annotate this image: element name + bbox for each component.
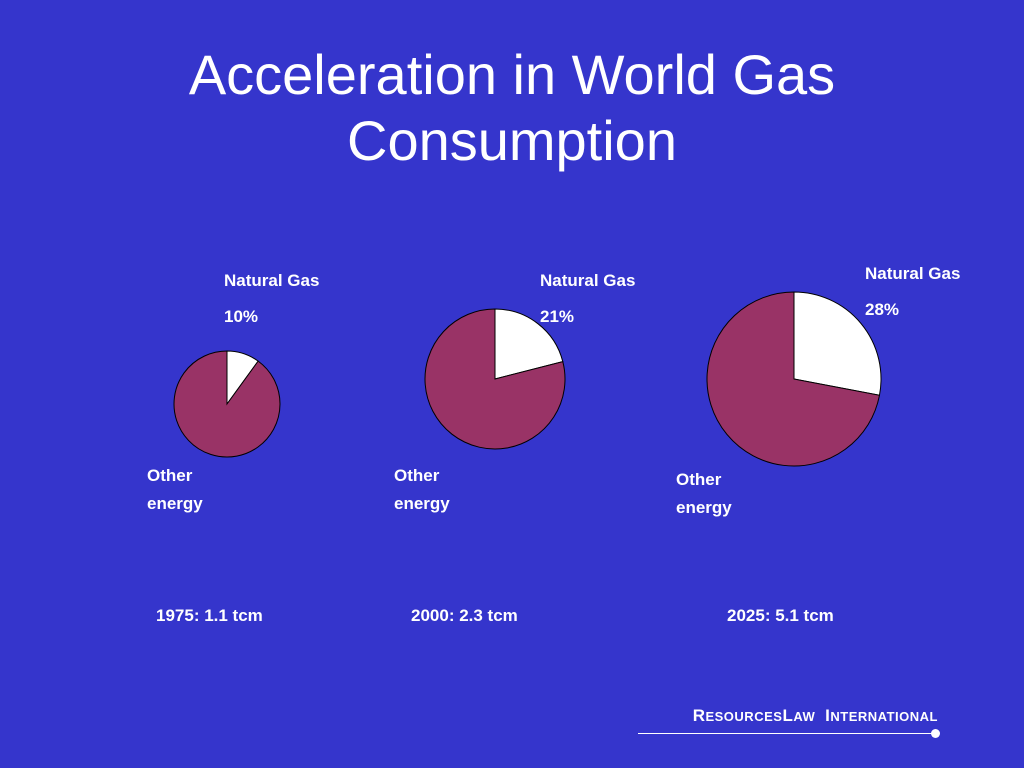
pie-2000-other-line1: Other [394, 466, 440, 485]
pie-1975-slice-other-energy [173, 350, 281, 458]
pie-1975-other-line2: energy [147, 494, 203, 513]
pie-2025-gas-name: Natural Gas [865, 264, 961, 283]
pie-2025-caption: 2025: 5.1 tcm [727, 606, 834, 625]
pie-2000-slice-natural-gas [494, 308, 564, 380]
pie-1975-gas-percent: 10% [224, 307, 259, 326]
pie-2000-slice-other-energy [424, 308, 566, 450]
pie-2025-slice-other-energy [706, 291, 881, 467]
slide-title: Acceleration in World Gas Consumption [0, 42, 1024, 174]
pie-2025-gas-percent: 28% [865, 300, 900, 319]
pie-1975-gas-label: Natural Gas 10% [224, 267, 319, 331]
pie-2025-other-label: Other energy [676, 466, 732, 522]
pie-2025-gas-label: Natural Gas 28% [865, 260, 960, 324]
logo-dot [931, 729, 940, 738]
resourceslaw-logo: RESOURCESLAW INTERNATIONAL [638, 706, 940, 738]
pie-2025-other-line1: Other [676, 470, 722, 489]
pie-2025-other-line2: energy [676, 498, 732, 517]
pie-1975-gas-name: Natural Gas [224, 271, 320, 290]
title-line-2: Consumption [347, 109, 677, 172]
pie-2000-gas-name: Natural Gas [540, 271, 636, 290]
logo-text: RESOURCESLAW INTERNATIONAL [692, 706, 938, 725]
pie-1975-other-label: Other energy [147, 462, 203, 518]
pie-2025-slice-natural-gas [793, 291, 882, 396]
pie-1975-caption: 1975: 1.1 tcm [156, 606, 263, 625]
pie-2000-caption: 2000: 2.3 tcm [411, 606, 518, 625]
pie-2000-gas-percent: 21% [540, 307, 575, 326]
title-line-1: Acceleration in World Gas [188, 43, 836, 106]
logo-underline [638, 733, 934, 734]
pie-2000-gas-label: Natural Gas 21% [540, 267, 635, 331]
pie-2000-other-label: Other energy [394, 462, 450, 518]
pie-2000-other-line2: energy [394, 494, 450, 513]
pie-1975-other-line1: Other [147, 466, 193, 485]
